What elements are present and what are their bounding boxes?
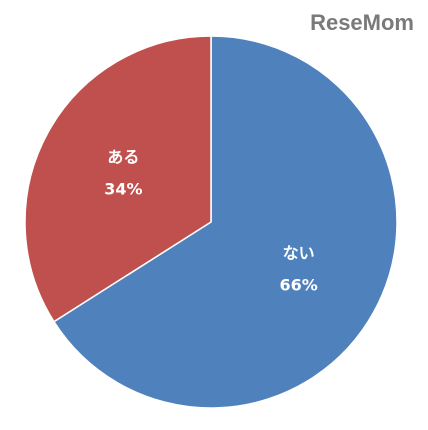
pie-slice [52,35,398,409]
pie-slice [24,35,212,323]
slice-category: ある [107,147,139,166]
slice-value-label: 34% [104,179,142,198]
slice-value-label: 66% [279,276,317,295]
slice-category: ない [283,244,315,263]
watermark: ReseMom [310,10,414,35]
